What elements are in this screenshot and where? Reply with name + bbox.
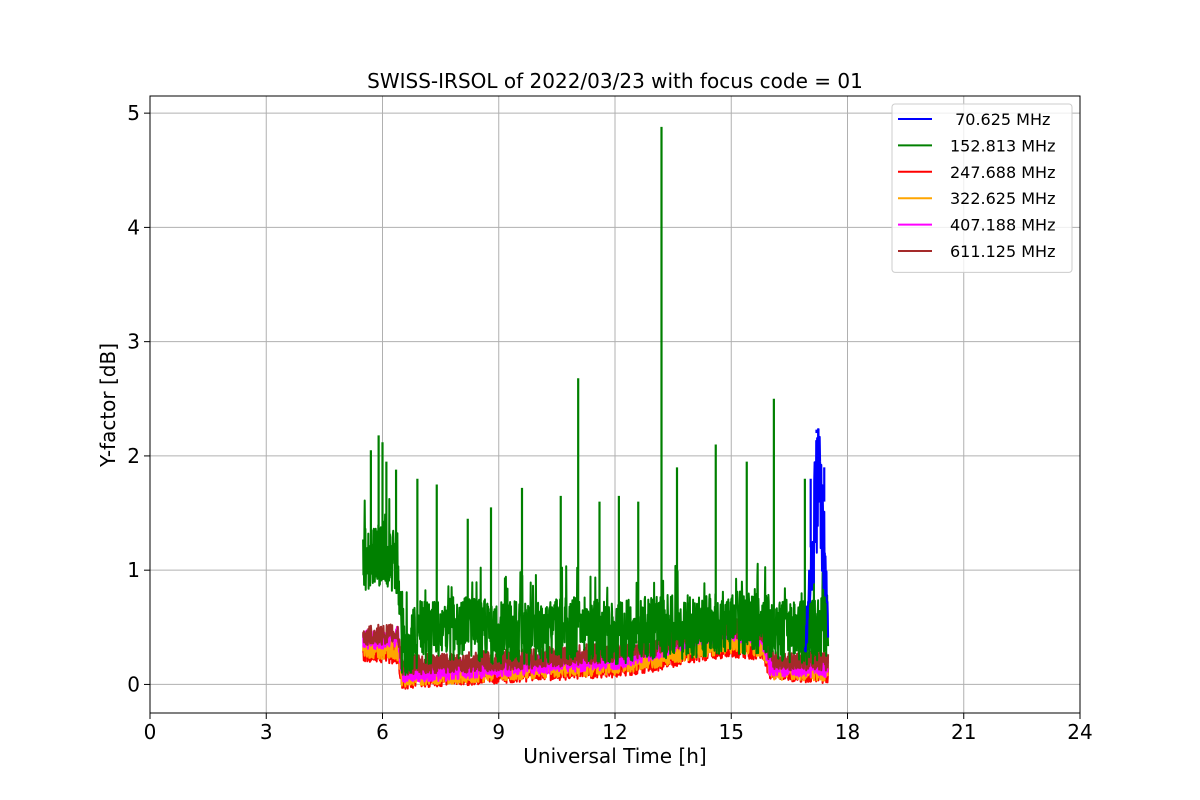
x-tick-label: 21 xyxy=(951,720,976,744)
y-tick-label: 4 xyxy=(127,215,140,239)
y-tick-label: 2 xyxy=(127,444,140,468)
legend-label: 322.625 MHz xyxy=(950,189,1055,208)
x-tick-label: 6 xyxy=(376,720,389,744)
legend-label: 611.125 MHz xyxy=(950,242,1055,261)
x-tick-label: 24 xyxy=(1067,720,1092,744)
x-axis-label: Universal Time [h] xyxy=(523,744,706,768)
plot-area xyxy=(362,126,830,690)
x-tick-label: 18 xyxy=(835,720,860,744)
chart-title: SWISS-IRSOL of 2022/03/23 with focus cod… xyxy=(367,69,863,93)
y-tick-label: 0 xyxy=(127,672,140,696)
x-tick-label: 12 xyxy=(602,720,627,744)
y-axis: 0 1 2 3 4 5 xyxy=(127,101,150,696)
series-0 xyxy=(803,428,830,653)
legend: 70.625 MHz 152.813 MHz 247.688 MHz 322.625 … xyxy=(891,103,1073,273)
series-line xyxy=(362,498,830,676)
y-axis-label: Y-factor [dB] xyxy=(96,343,120,468)
x-axis: 0 3 6 9 12 15 18 21 24 xyxy=(144,713,1093,744)
x-tick-label: 3 xyxy=(260,720,273,744)
legend-label: 70.625 MHz xyxy=(950,110,1050,129)
y-tick-label: 5 xyxy=(127,101,140,125)
legend-label: 407.188 MHz xyxy=(950,216,1055,235)
y-tick-label: 3 xyxy=(127,330,140,354)
x-tick-label: 15 xyxy=(719,720,744,744)
x-tick-label: 0 xyxy=(144,720,157,744)
legend-frame xyxy=(891,103,1073,273)
x-tick-label: 9 xyxy=(492,720,505,744)
legend-label: 247.688 MHz xyxy=(950,163,1055,182)
series-line xyxy=(803,428,830,653)
y-tick-label: 1 xyxy=(127,558,140,582)
legend-label: 152.813 MHz xyxy=(950,136,1055,155)
